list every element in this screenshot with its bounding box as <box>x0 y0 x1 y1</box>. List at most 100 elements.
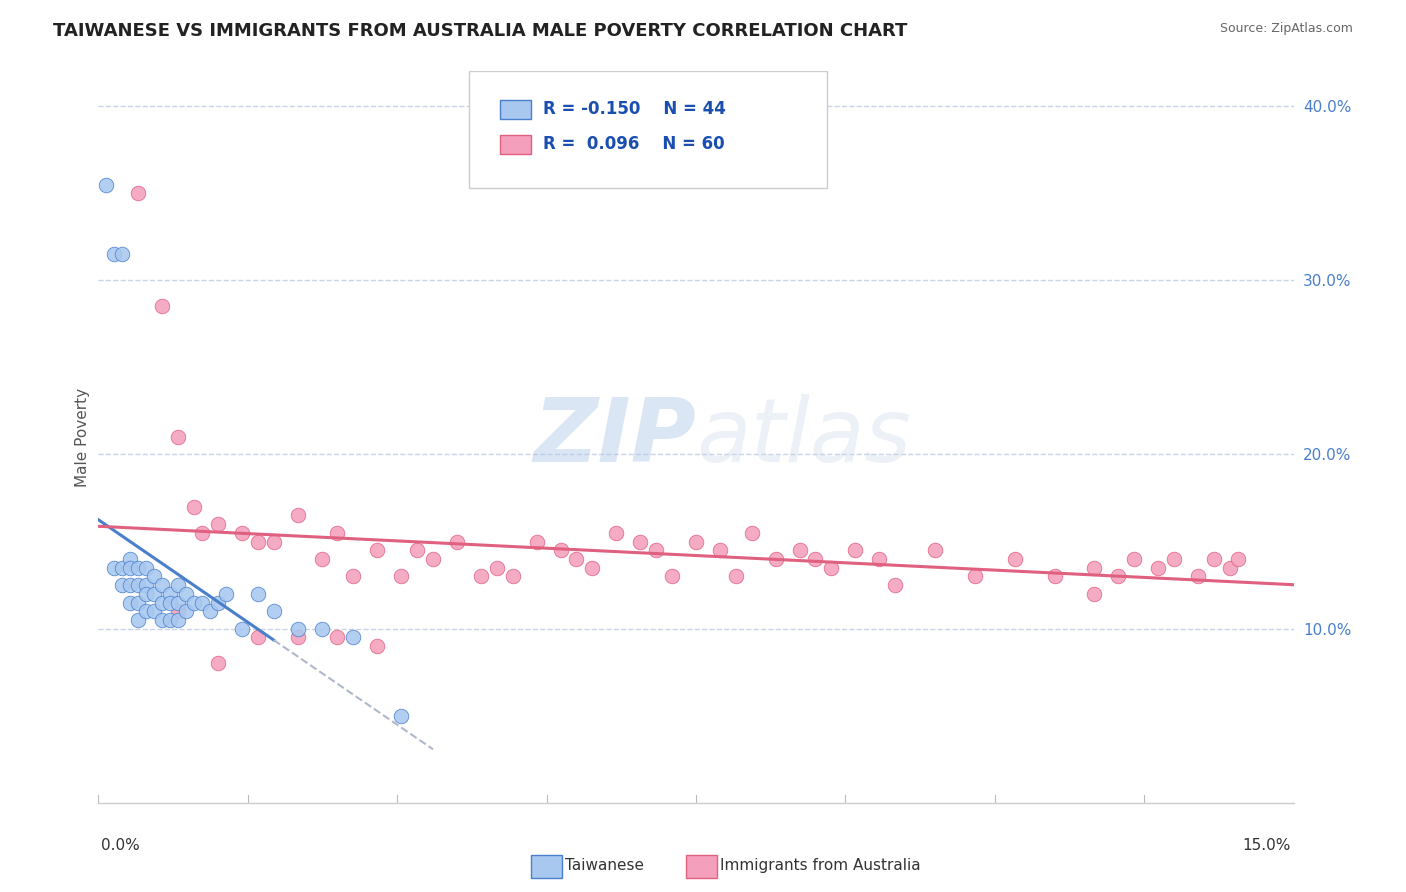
Point <box>135 604 157 618</box>
Point <box>1187 569 1209 583</box>
Point <box>1226 552 1249 566</box>
Text: Taiwanese: Taiwanese <box>565 858 644 872</box>
Point <box>470 569 492 583</box>
Point <box>1123 552 1146 566</box>
Point <box>135 587 157 601</box>
Point <box>111 247 134 261</box>
Point <box>174 587 197 601</box>
Point <box>645 543 668 558</box>
Point <box>111 560 134 574</box>
Point <box>150 300 173 314</box>
Point <box>127 560 149 574</box>
Text: R =  0.096    N = 60: R = 0.096 N = 60 <box>543 135 724 153</box>
Point <box>150 578 173 592</box>
Point <box>326 525 349 540</box>
Point <box>605 525 627 540</box>
Text: Immigrants from Australia: Immigrants from Australia <box>720 858 921 872</box>
Point <box>963 569 986 583</box>
Point <box>366 639 388 653</box>
Y-axis label: Male Poverty: Male Poverty <box>75 387 90 487</box>
Point <box>446 534 468 549</box>
Point <box>789 543 811 558</box>
Point <box>326 631 349 645</box>
Point <box>550 543 572 558</box>
Text: 15.0%: 15.0% <box>1243 838 1291 853</box>
Point <box>120 552 142 566</box>
Point <box>581 560 603 574</box>
Point <box>884 578 907 592</box>
Point <box>231 525 253 540</box>
Point <box>198 604 221 618</box>
Point <box>263 604 285 618</box>
Point <box>120 578 142 592</box>
FancyBboxPatch shape <box>470 71 828 188</box>
Text: R = -0.150    N = 44: R = -0.150 N = 44 <box>543 100 725 118</box>
Point <box>342 569 364 583</box>
Point <box>1147 560 1170 574</box>
Point <box>724 569 747 583</box>
Point <box>661 569 683 583</box>
Point <box>246 631 269 645</box>
Point <box>159 613 181 627</box>
Point <box>159 587 181 601</box>
Point <box>231 622 253 636</box>
Point <box>628 534 651 549</box>
Text: TAIWANESE VS IMMIGRANTS FROM AUSTRALIA MALE POVERTY CORRELATION CHART: TAIWANESE VS IMMIGRANTS FROM AUSTRALIA M… <box>53 22 908 40</box>
Point <box>741 525 763 540</box>
Point <box>709 543 731 558</box>
Point <box>502 569 524 583</box>
Point <box>1107 569 1129 583</box>
Point <box>565 552 588 566</box>
Point <box>765 552 787 566</box>
Point <box>111 578 134 592</box>
Point <box>1083 587 1105 601</box>
Point <box>389 569 412 583</box>
Point <box>287 622 309 636</box>
Point <box>167 604 190 618</box>
Point <box>103 560 125 574</box>
Point <box>215 587 238 601</box>
Point <box>1004 552 1026 566</box>
Text: Source: ZipAtlas.com: Source: ZipAtlas.com <box>1219 22 1353 36</box>
Point <box>150 595 173 609</box>
Point <box>135 560 157 574</box>
Point <box>422 552 444 566</box>
Point <box>207 657 229 671</box>
Point <box>246 534 269 549</box>
Point <box>167 613 190 627</box>
Point <box>120 595 142 609</box>
Point <box>167 595 190 609</box>
Point <box>127 595 149 609</box>
FancyBboxPatch shape <box>501 100 531 119</box>
Point <box>120 560 142 574</box>
Point <box>287 508 309 523</box>
Point <box>406 543 429 558</box>
Point <box>159 595 181 609</box>
Point <box>389 708 412 723</box>
Point <box>191 595 214 609</box>
Point <box>820 560 842 574</box>
Text: 0.0%: 0.0% <box>101 838 141 853</box>
Point <box>526 534 548 549</box>
FancyBboxPatch shape <box>501 135 531 154</box>
Point <box>1043 569 1066 583</box>
Point <box>167 578 190 592</box>
Text: ZIP: ZIP <box>533 393 696 481</box>
Point <box>804 552 827 566</box>
Point <box>127 186 149 201</box>
Point <box>1163 552 1185 566</box>
Point <box>207 517 229 532</box>
Point <box>311 622 333 636</box>
Point <box>143 569 166 583</box>
Point <box>191 525 214 540</box>
Point <box>1219 560 1241 574</box>
Point <box>127 613 149 627</box>
Point <box>127 578 149 592</box>
Point <box>924 543 946 558</box>
Point <box>207 595 229 609</box>
Point <box>183 595 205 609</box>
Point <box>263 534 285 549</box>
Point <box>103 247 125 261</box>
Point <box>174 604 197 618</box>
Point <box>311 552 333 566</box>
